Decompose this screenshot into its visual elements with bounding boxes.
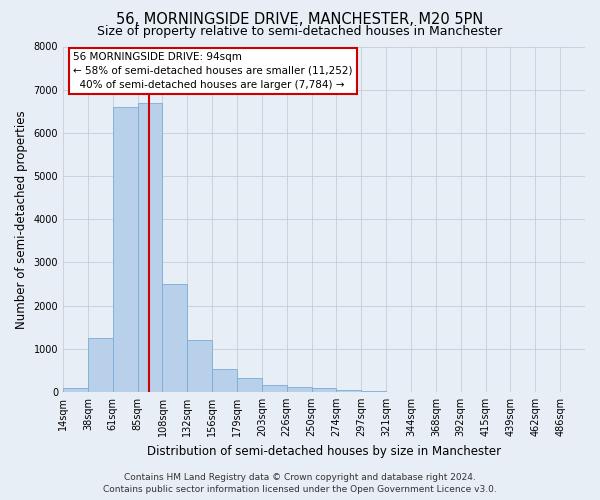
- Bar: [337, 390, 361, 392]
- Bar: [88, 338, 113, 392]
- Text: Contains HM Land Registry data © Crown copyright and database right 2024.
Contai: Contains HM Land Registry data © Crown c…: [103, 472, 497, 494]
- Text: Size of property relative to semi-detached houses in Manchester: Size of property relative to semi-detach…: [97, 25, 503, 38]
- Bar: [187, 340, 212, 392]
- Bar: [212, 368, 237, 392]
- Y-axis label: Number of semi-detached properties: Number of semi-detached properties: [15, 110, 28, 328]
- Text: 56, MORNINGSIDE DRIVE, MANCHESTER, M20 5PN: 56, MORNINGSIDE DRIVE, MANCHESTER, M20 5…: [116, 12, 484, 28]
- Bar: [237, 378, 262, 392]
- Bar: [63, 388, 88, 392]
- Text: 56 MORNINGSIDE DRIVE: 94sqm
← 58% of semi-detached houses are smaller (11,252)
 : 56 MORNINGSIDE DRIVE: 94sqm ← 58% of sem…: [73, 52, 353, 90]
- Bar: [262, 384, 287, 392]
- Bar: [137, 102, 163, 392]
- Bar: [311, 388, 337, 392]
- Bar: [163, 284, 187, 392]
- Bar: [361, 391, 386, 392]
- X-axis label: Distribution of semi-detached houses by size in Manchester: Distribution of semi-detached houses by …: [147, 444, 501, 458]
- Bar: [113, 107, 137, 392]
- Bar: [287, 387, 311, 392]
